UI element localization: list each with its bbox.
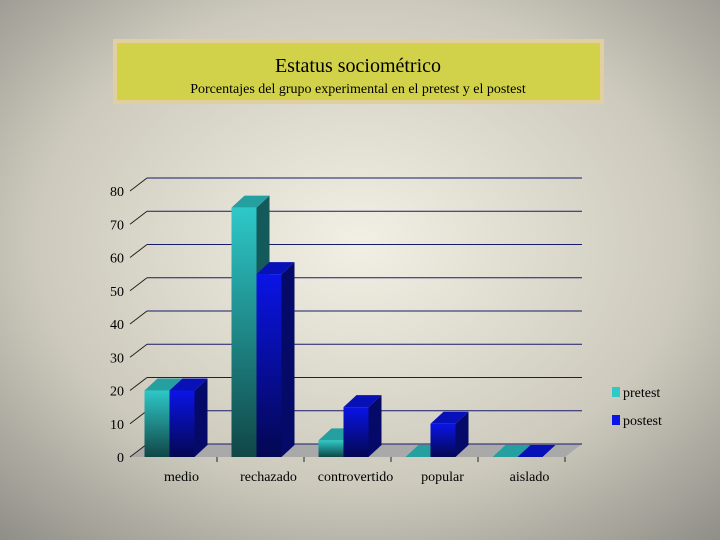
- tick-mark: [129, 210, 148, 225]
- y-tick-label: 30: [110, 351, 124, 366]
- tick-mark: [129, 343, 148, 358]
- bar-top: [144, 378, 183, 391]
- legend-swatch: [612, 387, 620, 397]
- bar-top: [430, 411, 469, 424]
- x-tick-label: aislado: [510, 470, 550, 485]
- bar-side: [455, 411, 469, 457]
- bar-top: [492, 445, 531, 457]
- bar-front: [169, 390, 195, 457]
- bar: [517, 445, 556, 457]
- tick-mark: [129, 244, 148, 258]
- bar-front: [231, 207, 257, 457]
- y-tick-label: 0: [117, 451, 124, 466]
- chart-title: Estatus sociométrico: [275, 55, 441, 77]
- bar: [169, 378, 208, 457]
- bar-top: [256, 262, 295, 275]
- bar-side: [281, 262, 295, 457]
- bar-top: [343, 395, 382, 408]
- x-tick-label: rechazado: [240, 470, 297, 485]
- bar-front: [430, 423, 456, 457]
- y-tick-label: 60: [110, 252, 124, 267]
- bar: [256, 262, 295, 457]
- y-tick-label: 50: [110, 285, 124, 300]
- y-tick-label: 70: [110, 218, 124, 233]
- bar-front: [343, 407, 369, 457]
- legend-swatch: [612, 415, 620, 425]
- tick-mark: [129, 377, 148, 391]
- bar-top: [169, 378, 208, 391]
- tick-mark: [129, 410, 148, 425]
- plot: 0 10 20 30 40 50 60 70 80 medio rechazado controver…: [110, 177, 582, 485]
- chart-subtitle: Porcentajes del grupo experimental en el…: [190, 82, 526, 97]
- bar-front: [144, 390, 170, 457]
- y-tick-label: 10: [110, 418, 124, 433]
- bar: [492, 445, 531, 457]
- tick-mark: [129, 177, 148, 192]
- y-tick-label: 20: [110, 385, 124, 400]
- x-tick-label: popular: [421, 470, 464, 485]
- y-tick-label: 80: [110, 185, 124, 200]
- title-box: [113, 39, 604, 104]
- bar: [430, 411, 469, 457]
- legend-label: pretest: [623, 386, 660, 401]
- bar-top: [231, 195, 270, 208]
- tick-mark: [129, 310, 148, 325]
- tick-mark: [129, 443, 148, 458]
- x-tick-label: controvertido: [318, 470, 393, 485]
- x-tick-label: medio: [164, 470, 199, 485]
- bar-side: [368, 395, 382, 457]
- bar-front: [256, 274, 282, 457]
- bar: [343, 395, 382, 457]
- tick-mark: [129, 277, 148, 292]
- legend-label: postest: [623, 414, 662, 429]
- bar-front: [318, 440, 344, 457]
- y-tick-label: 40: [110, 318, 124, 333]
- bar-side: [194, 378, 208, 457]
- bar-top: [517, 445, 556, 457]
